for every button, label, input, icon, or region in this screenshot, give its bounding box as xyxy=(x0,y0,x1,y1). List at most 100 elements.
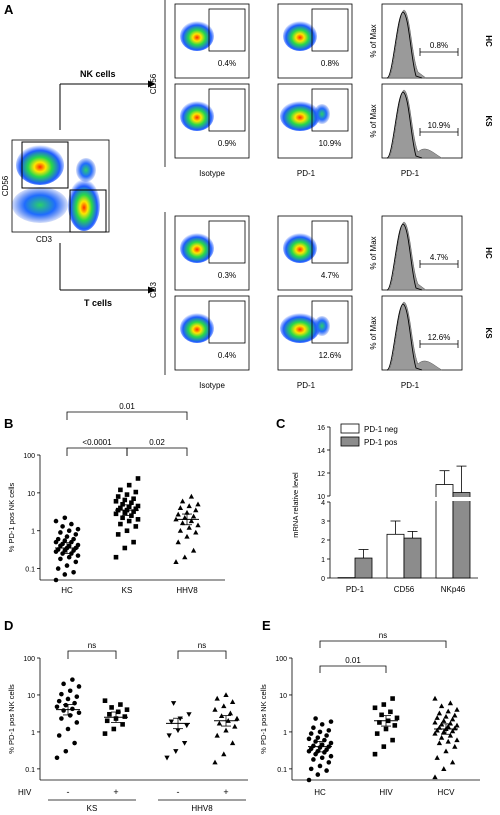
data-point xyxy=(214,695,220,701)
data-point xyxy=(64,534,70,539)
data-point xyxy=(74,694,80,699)
data-point xyxy=(390,696,395,701)
data-point xyxy=(124,492,130,497)
data-point xyxy=(135,517,141,522)
x-tick-label: HC xyxy=(61,586,73,595)
data-point xyxy=(447,700,454,706)
pd1-histogram xyxy=(387,89,443,159)
data-point xyxy=(59,691,64,697)
data-point xyxy=(326,728,332,733)
y-axis-label: % PD-1 pos NK cells xyxy=(7,684,16,754)
data-point xyxy=(447,720,454,726)
data-point xyxy=(64,563,70,568)
data-point xyxy=(66,528,72,534)
data-point xyxy=(58,556,63,562)
data-point xyxy=(388,709,393,715)
data-point xyxy=(186,712,192,718)
data-point xyxy=(436,710,443,716)
data-point xyxy=(184,723,190,729)
pd1-positive-cells xyxy=(314,104,330,124)
data-point xyxy=(120,501,125,507)
data-point xyxy=(166,733,172,739)
data-point xyxy=(392,723,398,728)
data-point xyxy=(381,744,387,749)
data-point xyxy=(445,723,451,729)
data-point xyxy=(454,706,460,712)
data-point xyxy=(133,489,139,495)
data-point xyxy=(449,716,456,722)
positive-gate xyxy=(208,220,246,264)
data-point xyxy=(190,513,197,519)
p-value-label: 0.01 xyxy=(119,402,135,411)
data-point xyxy=(311,743,316,749)
cell-density-blob xyxy=(180,233,214,263)
x-tick-label: - xyxy=(67,787,70,797)
data-point xyxy=(164,755,170,761)
data-point xyxy=(66,543,72,549)
data-point xyxy=(124,707,130,712)
pd1-histogram xyxy=(387,301,443,371)
data-point xyxy=(311,757,316,762)
nk-cells-label: NK cells xyxy=(80,69,116,79)
data-point xyxy=(214,732,220,738)
data-point xyxy=(170,701,177,706)
data-point xyxy=(75,526,81,532)
x-tick-label: PD-1 xyxy=(346,585,365,594)
x-tick-label: + xyxy=(223,787,228,797)
y-tick-label: 0.1 xyxy=(25,567,35,574)
data-point xyxy=(131,539,136,545)
data-point xyxy=(102,698,108,703)
data-point xyxy=(61,681,66,687)
data-point xyxy=(126,518,132,524)
pd1-positive-cells xyxy=(314,316,330,336)
group-label: KS xyxy=(484,115,493,127)
data-point xyxy=(186,524,192,530)
data-point xyxy=(179,498,186,504)
histogram-percentage: 12.6% xyxy=(428,333,451,342)
x-tick-label: - xyxy=(177,787,180,797)
data-point xyxy=(58,530,63,535)
data-point xyxy=(109,705,114,710)
significance-bracket xyxy=(126,447,188,456)
gating-plot: CD56 CD3 xyxy=(1,139,110,244)
data-point xyxy=(175,539,181,545)
gate-xlabel: CD3 xyxy=(36,235,53,244)
data-point xyxy=(381,702,387,707)
data-point xyxy=(221,703,227,709)
chart-b: 0.1 1 10 100 % PD-1 pos NK cells HC KS HHV8 <0.0… xyxy=(7,402,225,595)
data-point xyxy=(186,503,192,509)
y-tick-label: 12 xyxy=(317,471,325,478)
data-point xyxy=(390,737,395,743)
histogram-ylabel: % of Max xyxy=(369,236,378,269)
isotype-histogram xyxy=(386,223,423,291)
y-tick-label: 0.1 xyxy=(25,767,35,774)
p-value-label: 0.01 xyxy=(345,656,361,665)
col-label-hist-t: PD-1 xyxy=(401,381,420,390)
data-point xyxy=(75,553,81,558)
data-point xyxy=(229,699,236,704)
data-point xyxy=(441,766,447,771)
data-point xyxy=(113,554,119,560)
data-point xyxy=(76,710,82,716)
y-axis-label: % PD-1 pos NK cells xyxy=(259,684,268,754)
data-point xyxy=(129,500,134,505)
y-tick-label: 100 xyxy=(23,453,35,460)
data-point xyxy=(438,703,445,709)
data-point xyxy=(182,515,188,520)
data-point xyxy=(195,501,201,507)
data-point xyxy=(379,712,384,718)
data-point xyxy=(432,774,438,780)
data-point xyxy=(326,760,332,765)
data-point xyxy=(317,763,323,769)
data-point xyxy=(72,740,77,746)
cell-density-blob xyxy=(280,313,320,343)
t-ylabel: CD3 xyxy=(149,281,158,298)
p-value-label: ns xyxy=(379,631,387,640)
col-label-hist-nk: PD-1 xyxy=(401,169,420,178)
data-point xyxy=(432,730,438,736)
bar xyxy=(403,537,422,579)
data-point xyxy=(445,738,451,744)
y-tick-label: 3 xyxy=(321,519,325,526)
col-label-isotype-nk: Isotype xyxy=(199,169,225,178)
data-point xyxy=(60,524,65,529)
